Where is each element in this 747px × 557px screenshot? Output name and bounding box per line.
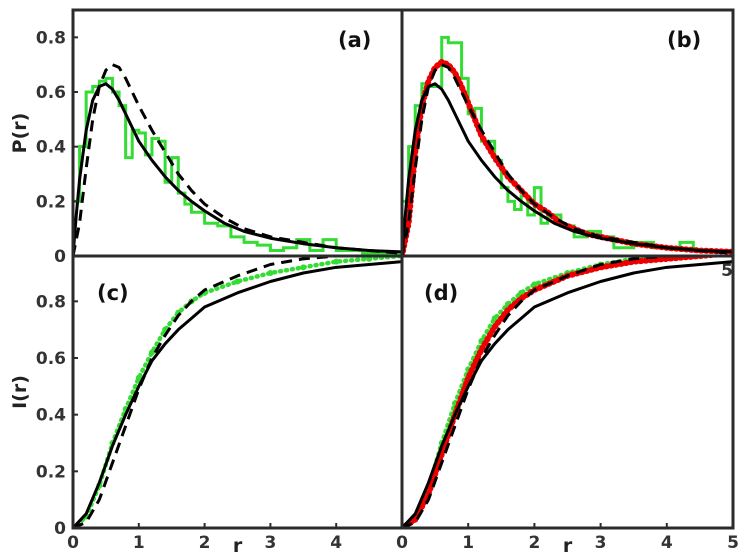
panel-d-xtick-label: 1 (462, 533, 474, 553)
panel-c-xlabel: r (233, 535, 243, 557)
panel-c-ytick-label: 0.2 (36, 462, 66, 482)
panel-d-series-0-point (491, 315, 498, 322)
panel-d-label: (d) (424, 281, 458, 305)
panel-a-ytick-label: 0.6 (36, 83, 66, 103)
panel-c-ytick-label: 0.8 (36, 292, 66, 312)
panel-b-plot-area (402, 35, 733, 256)
panel-d-plot-area (402, 256, 733, 528)
panel-b-series-1-markers (402, 58, 733, 256)
panel-d: 0 1 2 3 4 5 r (d) (396, 254, 739, 557)
panel-d-xtick-label: 0 (396, 533, 408, 553)
panel-d-series-0-point (531, 281, 538, 288)
panel-d-series-3-line (402, 256, 685, 528)
panel-a-ytick-label: 0.8 (36, 28, 66, 48)
panel-c-xtick-label: 0 (67, 533, 79, 553)
panel-d-frame (400, 254, 735, 530)
panel-d-xtick-label: 5 (727, 533, 739, 553)
panel-c-series-0-point (300, 264, 307, 271)
panel-b-series-3-line (402, 63, 733, 256)
panel-c-series-1-line (73, 260, 402, 528)
panel-c-series-2-line (73, 256, 354, 528)
panel-b-edge-tick-label: 5 (721, 261, 733, 281)
panel-a: 0 0.2 0.4 0.6 0.8 P(r) (a) (9, 8, 404, 267)
panel-d-xlabel: r (563, 535, 573, 557)
panel-a-ytick-label: 0.2 (36, 192, 66, 212)
panel-c-xtick-label: 1 (133, 533, 145, 553)
panel-c-xtick-label: 4 (330, 533, 342, 553)
panel-c-plot-area (73, 256, 402, 528)
panel-c-series-0-point (333, 258, 340, 265)
panel-d-xtick-label: 2 (528, 533, 540, 553)
panel-d-xtick-label: 3 (595, 533, 607, 553)
panel-a-series-2-line (73, 63, 402, 256)
panel-c-ytick-label: 0.6 (36, 349, 66, 369)
panel-b: (b) (400, 8, 735, 258)
panel-c-ytick-label: 0.4 (36, 406, 66, 426)
panel-c-xtick-label: 3 (264, 533, 276, 553)
panel-a-series-1-line (73, 82, 402, 256)
panel-c-ylabel: I(r) (9, 375, 31, 409)
panel-c-xtick-label: 2 (199, 533, 211, 553)
panel-c-ytick-label: 0 (54, 519, 66, 539)
panel-d-xtick-label: 4 (661, 533, 673, 553)
panel-a-label: (a) (338, 28, 371, 52)
panel-a-plot-area (73, 63, 402, 256)
panel-d-series-2-line (402, 260, 733, 528)
panel-b-series-2-line (402, 82, 733, 256)
panel-b-label: (b) (667, 28, 701, 52)
panel-c-label: (c) (97, 281, 129, 305)
panel-a-ytick-label: 0.4 (36, 138, 66, 158)
panel-a-ytick-label: 0 (54, 247, 66, 267)
panel-c-series-0-point (234, 278, 241, 285)
panel-c-series-0-point (267, 270, 274, 276)
panel-c-series-0-point (135, 374, 142, 381)
panel-a-ylabel: P(r) (9, 113, 31, 154)
panel-d-series-1-markers (402, 256, 733, 528)
panel-c-series-0-point (148, 349, 155, 356)
panel-c: 0 0.2 0.4 0.6 0.8 0 1 2 3 4 I(r) r (c) (9, 254, 404, 557)
